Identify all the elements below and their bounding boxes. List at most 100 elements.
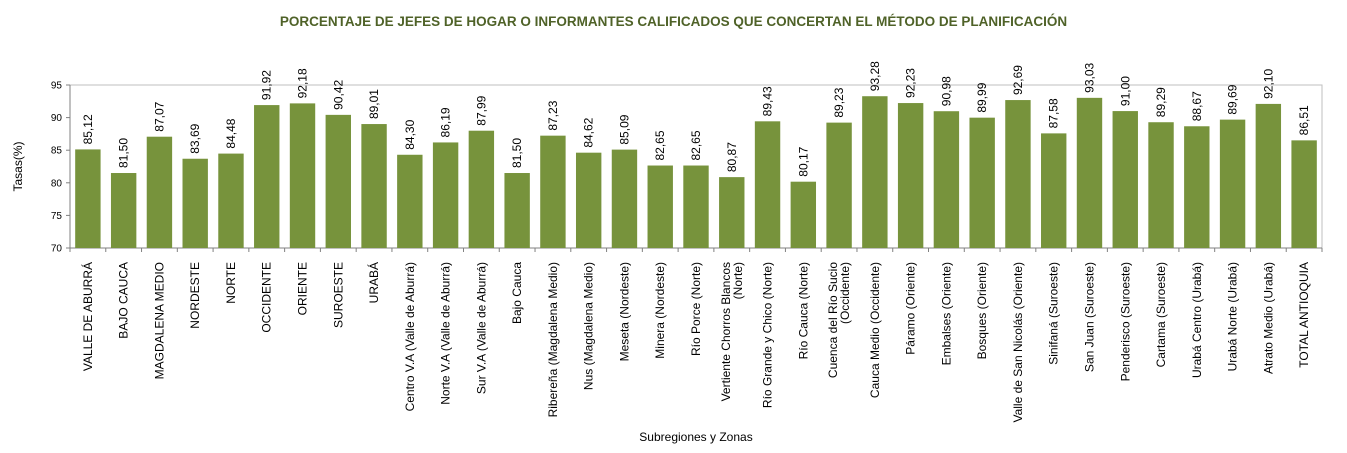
bar (540, 135, 566, 248)
bar (289, 103, 316, 248)
data-label: 89,43 (761, 86, 775, 116)
bar (826, 122, 852, 248)
data-label: 84,62 (582, 117, 596, 147)
bar (110, 173, 137, 248)
bar (1041, 133, 1067, 248)
data-label: 89,29 (1154, 87, 1168, 117)
x-tick-label: Urabá Centro (Urabá) (1190, 262, 1204, 378)
x-tick-label: (Occidente) (838, 262, 852, 324)
bar (254, 105, 280, 248)
data-label: 82,65 (653, 130, 667, 160)
x-tick-label: Río Grande y Chico (Norte) (761, 262, 775, 408)
x-tick-label: URABÁ (366, 262, 381, 303)
x-tick-label: Páramo (Oriente) (904, 262, 918, 355)
data-label: 81,50 (510, 138, 524, 168)
data-label: 92,10 (1261, 69, 1275, 99)
data-label: 83,69 (188, 123, 202, 153)
bar (969, 117, 995, 249)
bar (397, 154, 423, 248)
data-label: 85,12 (81, 114, 95, 144)
x-tick-label: Ribereña (Magdalena Medio) (546, 262, 560, 417)
x-tick-label: ORIENTE (296, 262, 310, 315)
y-axis-title: Tasas(%) (11, 141, 25, 191)
x-tick-label: Cauca Medio (Occidente) (868, 262, 882, 398)
x-tick-label: Río Porce (Norte) (689, 262, 703, 356)
bar (575, 152, 602, 248)
chart-title: PORCENTAJE DE JEFES DE HOGAR O INFORMANT… (279, 14, 1068, 29)
x-tick-label: Bosques (Oriente) (975, 262, 989, 359)
x-tick-label: MAGDALENA MEDIO (152, 262, 166, 379)
x-tick-label: Vertiente Chorros Blancos (719, 262, 733, 401)
x-tick-label: Embalses (Oriente) (939, 262, 953, 365)
x-tick-label: OCCIDENTE (260, 262, 274, 333)
y-tick-label: 90 (51, 113, 63, 124)
bar (897, 103, 924, 249)
x-tick-label: TOTAL ANTIOQUIA (1297, 262, 1311, 368)
data-label: 89,99 (975, 82, 989, 112)
data-label: 89,23 (832, 87, 846, 117)
x-tick-label: Sur V.A (Valle de Aburrá) (474, 262, 488, 394)
bar (719, 177, 745, 248)
y-tick-label: 70 (51, 244, 63, 255)
x-tick-label: Penderisco (Suroeste) (1118, 262, 1132, 381)
x-tick-label: Valle de San Nicolás (Oriente) (1011, 262, 1025, 423)
bar (862, 96, 888, 248)
data-label: 86,19 (439, 107, 453, 137)
y-tick-label: 85 (51, 146, 63, 157)
bar (1076, 97, 1103, 249)
data-label: 91,92 (260, 70, 274, 100)
x-tick-label: Sinifaná (Suroeste) (1047, 262, 1061, 365)
bar (683, 165, 709, 248)
y-tick-label: 80 (51, 178, 63, 189)
x-tick-label: Meseta (Nordeste) (617, 262, 631, 361)
x-tick-label: San Juan (Suroeste) (1082, 262, 1096, 372)
bar (754, 121, 781, 248)
data-label: 93,03 (1082, 62, 1096, 92)
data-label: 92,18 (296, 68, 310, 98)
data-label: 84,30 (403, 119, 417, 149)
bar (432, 142, 459, 248)
x-tick-label: NORDESTE (188, 262, 202, 329)
data-label: 80,87 (725, 142, 739, 172)
y-tick-label: 75 (51, 211, 63, 222)
x-tick-label: Norte V.A (Valle de Aburrá) (439, 262, 453, 405)
data-label: 85,09 (617, 114, 631, 144)
x-tick-label: Centro V.A (Valle de Aburrá) (403, 262, 417, 411)
bar (1184, 126, 1210, 248)
bar (468, 130, 495, 248)
data-label: 92,69 (1011, 65, 1025, 95)
x-tick-label: Urabá Norte (Urabá) (1226, 262, 1240, 371)
x-tick-label: (Norte) (731, 262, 745, 299)
bar (1291, 140, 1317, 248)
data-label: 89,69 (1226, 84, 1240, 114)
data-label: 91,00 (1118, 76, 1132, 106)
y-tick-label: 95 (51, 81, 63, 92)
bar (146, 136, 173, 248)
bar (1112, 111, 1138, 248)
x-tick-label: Río Cauca (Norte) (796, 262, 810, 359)
data-label: 90,42 (331, 80, 345, 110)
data-label: 81,50 (117, 138, 131, 168)
x-tick-label: Bajo Cauca (510, 262, 524, 324)
bar (504, 173, 530, 248)
data-label: 87,58 (1047, 98, 1061, 128)
bar (790, 181, 817, 248)
data-label: 87,23 (546, 100, 560, 130)
bar (325, 114, 351, 248)
bar (1255, 103, 1282, 249)
data-label: 82,65 (689, 130, 703, 160)
bar (611, 149, 638, 248)
data-label: 92,23 (904, 68, 918, 98)
x-tick-label: Cuenca del Río Sucio (826, 262, 840, 378)
bar (647, 165, 673, 248)
x-tick-label: BAJO CAUCA (117, 262, 131, 339)
x-axis-title: Subregiones y Zonas (639, 430, 752, 444)
data-label: 86,51 (1297, 105, 1311, 135)
bar (361, 124, 387, 248)
x-tick-label: Minera (Nordeste) (653, 262, 667, 359)
bar (218, 153, 244, 248)
data-label: 88,67 (1190, 91, 1204, 121)
bar (1148, 122, 1174, 248)
x-tick-label: Atrato Medio (Urabá) (1261, 262, 1275, 374)
